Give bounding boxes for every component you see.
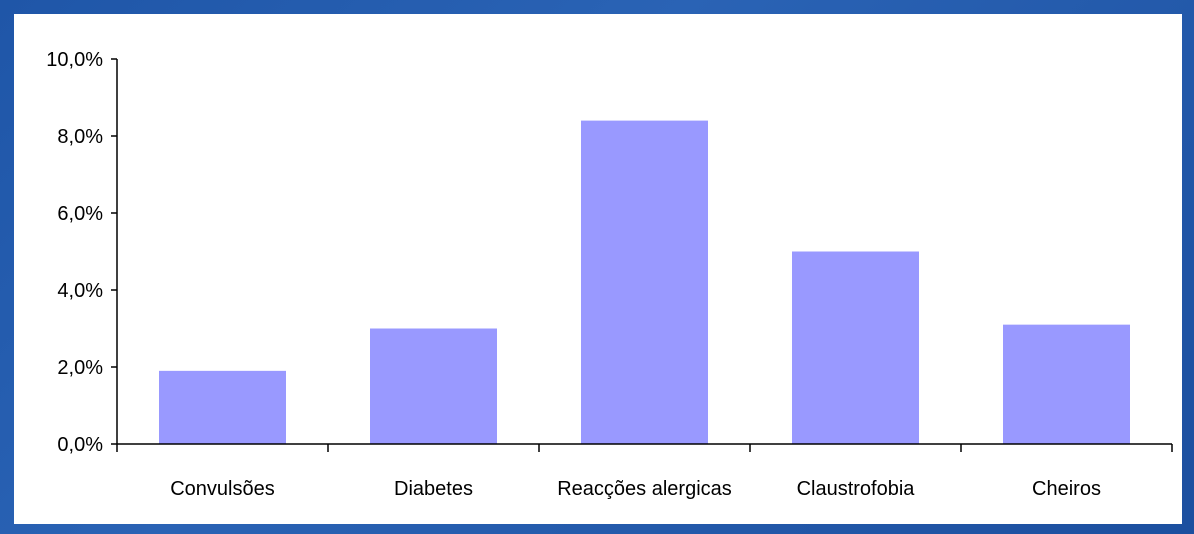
y-tick-label-4: 8,0% xyxy=(57,126,103,148)
x-ticks-group: Convulsões Diabetes Reacções alergicas Clau… xyxy=(116,444,1173,500)
y-tick-label-1: 2,0% xyxy=(57,357,103,379)
x-category-label-3: Claustrofobia xyxy=(797,478,916,500)
bar-0 xyxy=(159,370,286,444)
bars-group xyxy=(159,120,1130,444)
bar-3 xyxy=(792,251,919,444)
chart-frame: 0,0% 2,0% 4,0% 6,0% 8,0% 10,0% Convulsões Diab… xyxy=(14,14,1182,524)
bar-1 xyxy=(370,328,497,444)
bar-2 xyxy=(581,120,708,444)
y-tick-label-5: 10,0% xyxy=(46,49,103,71)
y-tick-label-2: 4,0% xyxy=(57,280,103,302)
bar-chart: 0,0% 2,0% 4,0% 6,0% 8,0% 10,0% Convulsões Diab… xyxy=(46,49,1173,500)
x-category-label-1: Diabetes xyxy=(394,478,473,500)
x-category-label-2: Reacções alergicas xyxy=(557,478,732,500)
y-ticks-group: 0,0% 2,0% 4,0% 6,0% 8,0% 10,0% xyxy=(46,49,117,456)
x-category-label-0: Convulsões xyxy=(170,478,275,500)
x-category-label-4: Cheiros xyxy=(1032,478,1101,500)
bar-4 xyxy=(1003,324,1130,444)
y-tick-label-0: 0,0% xyxy=(57,434,103,456)
y-tick-label-3: 6,0% xyxy=(57,203,103,225)
axes-group xyxy=(116,59,1172,445)
